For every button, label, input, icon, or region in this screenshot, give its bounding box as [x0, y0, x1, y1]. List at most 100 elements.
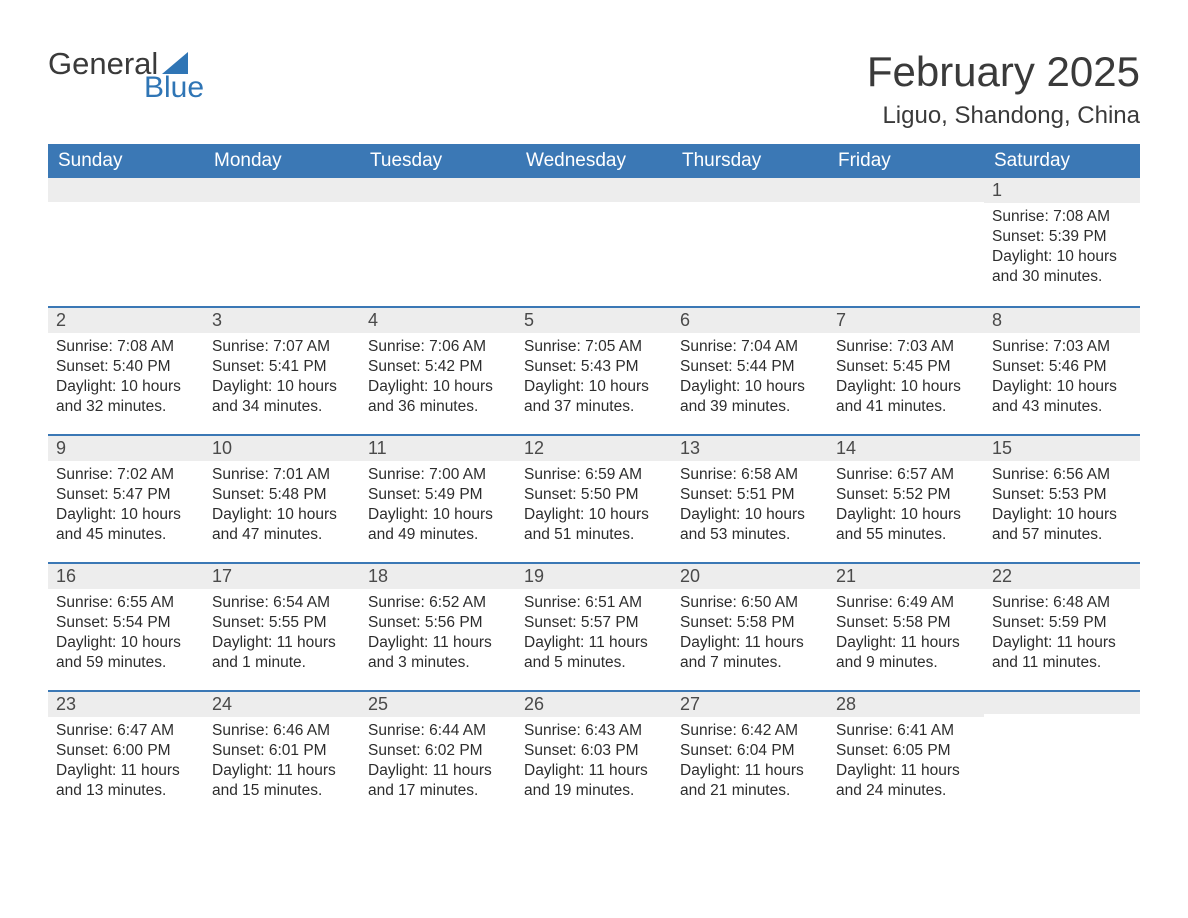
- day-details: Sunrise: 7:08 AMSunset: 5:39 PMDaylight:…: [984, 203, 1140, 296]
- sunrise-line: Sunrise: 7:08 AM: [56, 337, 196, 357]
- day-details: Sunrise: 7:07 AMSunset: 5:41 PMDaylight:…: [204, 333, 360, 426]
- day-details: Sunrise: 7:04 AMSunset: 5:44 PMDaylight:…: [672, 333, 828, 426]
- sunrise-line: Sunrise: 6:49 AM: [836, 593, 976, 613]
- weekday-header: Wednesday: [516, 144, 672, 178]
- sunrise-line: Sunrise: 6:59 AM: [524, 465, 664, 485]
- sunset-line: Sunset: 5:54 PM: [56, 613, 196, 633]
- calendar-cell: 24Sunrise: 6:46 AMSunset: 6:01 PMDayligh…: [204, 690, 360, 818]
- daylight-line: Daylight: 10 hours and 45 minutes.: [56, 505, 196, 545]
- day-number: 13: [672, 434, 828, 461]
- day-details: Sunrise: 6:43 AMSunset: 6:03 PMDaylight:…: [516, 717, 672, 810]
- day-details: Sunrise: 6:48 AMSunset: 5:59 PMDaylight:…: [984, 589, 1140, 682]
- sunset-line: Sunset: 5:57 PM: [524, 613, 664, 633]
- calendar-body: 1Sunrise: 7:08 AMSunset: 5:39 PMDaylight…: [48, 178, 1140, 818]
- day-details: Sunrise: 7:05 AMSunset: 5:43 PMDaylight:…: [516, 333, 672, 426]
- daylight-line: Daylight: 10 hours and 36 minutes.: [368, 377, 508, 417]
- sunset-line: Sunset: 5:50 PM: [524, 485, 664, 505]
- day-details: Sunrise: 6:57 AMSunset: 5:52 PMDaylight:…: [828, 461, 984, 554]
- calendar-cell: [828, 178, 984, 306]
- day-details: Sunrise: 7:01 AMSunset: 5:48 PMDaylight:…: [204, 461, 360, 554]
- day-details: Sunrise: 6:51 AMSunset: 5:57 PMDaylight:…: [516, 589, 672, 682]
- calendar-cell: 8Sunrise: 7:03 AMSunset: 5:46 PMDaylight…: [984, 306, 1140, 434]
- sunset-line: Sunset: 5:41 PM: [212, 357, 352, 377]
- daylight-line: Daylight: 10 hours and 53 minutes.: [680, 505, 820, 545]
- sunset-line: Sunset: 6:04 PM: [680, 741, 820, 761]
- daylight-line: Daylight: 11 hours and 21 minutes.: [680, 761, 820, 801]
- day-number: 1: [984, 178, 1140, 203]
- sunrise-line: Sunrise: 7:04 AM: [680, 337, 820, 357]
- sunrise-line: Sunrise: 6:42 AM: [680, 721, 820, 741]
- sunset-line: Sunset: 6:01 PM: [212, 741, 352, 761]
- sunrise-line: Sunrise: 6:47 AM: [56, 721, 196, 741]
- daylight-line: Daylight: 10 hours and 41 minutes.: [836, 377, 976, 417]
- calendar-row: 16Sunrise: 6:55 AMSunset: 5:54 PMDayligh…: [48, 562, 1140, 690]
- calendar-cell: 4Sunrise: 7:06 AMSunset: 5:42 PMDaylight…: [360, 306, 516, 434]
- daylight-line: Daylight: 11 hours and 15 minutes.: [212, 761, 352, 801]
- day-details: Sunrise: 6:44 AMSunset: 6:02 PMDaylight:…: [360, 717, 516, 810]
- sunset-line: Sunset: 5:39 PM: [992, 227, 1132, 247]
- daylight-line: Daylight: 11 hours and 11 minutes.: [992, 633, 1132, 673]
- sunrise-line: Sunrise: 6:55 AM: [56, 593, 196, 613]
- day-number: 2: [48, 306, 204, 333]
- calendar-cell: 13Sunrise: 6:58 AMSunset: 5:51 PMDayligh…: [672, 434, 828, 562]
- calendar-cell: [204, 178, 360, 306]
- sunset-line: Sunset: 5:43 PM: [524, 357, 664, 377]
- sunset-line: Sunset: 5:56 PM: [368, 613, 508, 633]
- daylight-line: Daylight: 10 hours and 30 minutes.: [992, 247, 1132, 287]
- calendar-cell: 23Sunrise: 6:47 AMSunset: 6:00 PMDayligh…: [48, 690, 204, 818]
- sunset-line: Sunset: 5:40 PM: [56, 357, 196, 377]
- day-details: Sunrise: 7:08 AMSunset: 5:40 PMDaylight:…: [48, 333, 204, 426]
- day-details: Sunrise: 6:49 AMSunset: 5:58 PMDaylight:…: [828, 589, 984, 682]
- calendar-cell: 14Sunrise: 6:57 AMSunset: 5:52 PMDayligh…: [828, 434, 984, 562]
- calendar-cell: [360, 178, 516, 306]
- empty-day-strip: [204, 178, 360, 202]
- daylight-line: Daylight: 11 hours and 1 minute.: [212, 633, 352, 673]
- daylight-line: Daylight: 10 hours and 57 minutes.: [992, 505, 1132, 545]
- calendar-cell: 1Sunrise: 7:08 AMSunset: 5:39 PMDaylight…: [984, 178, 1140, 306]
- sunrise-line: Sunrise: 7:08 AM: [992, 207, 1132, 227]
- calendar-cell: 25Sunrise: 6:44 AMSunset: 6:02 PMDayligh…: [360, 690, 516, 818]
- calendar-header-row: SundayMondayTuesdayWednesdayThursdayFrid…: [48, 144, 1140, 178]
- day-number: 4: [360, 306, 516, 333]
- calendar-cell: 22Sunrise: 6:48 AMSunset: 5:59 PMDayligh…: [984, 562, 1140, 690]
- sunrise-line: Sunrise: 7:00 AM: [368, 465, 508, 485]
- sunset-line: Sunset: 6:05 PM: [836, 741, 976, 761]
- day-number: 5: [516, 306, 672, 333]
- day-details: Sunrise: 6:52 AMSunset: 5:56 PMDaylight:…: [360, 589, 516, 682]
- day-number: 17: [204, 562, 360, 589]
- calendar-cell: 5Sunrise: 7:05 AMSunset: 5:43 PMDaylight…: [516, 306, 672, 434]
- day-details: Sunrise: 7:06 AMSunset: 5:42 PMDaylight:…: [360, 333, 516, 426]
- sunrise-line: Sunrise: 6:52 AM: [368, 593, 508, 613]
- logo-word-blue: Blue: [144, 73, 204, 103]
- calendar-row: 9Sunrise: 7:02 AMSunset: 5:47 PMDaylight…: [48, 434, 1140, 562]
- sunrise-line: Sunrise: 6:54 AM: [212, 593, 352, 613]
- empty-day-strip: [672, 178, 828, 202]
- day-details: Sunrise: 7:00 AMSunset: 5:49 PMDaylight:…: [360, 461, 516, 554]
- calendar-cell: 19Sunrise: 6:51 AMSunset: 5:57 PMDayligh…: [516, 562, 672, 690]
- calendar-cell: 11Sunrise: 7:00 AMSunset: 5:49 PMDayligh…: [360, 434, 516, 562]
- calendar-table: SundayMondayTuesdayWednesdayThursdayFrid…: [48, 144, 1140, 818]
- sunset-line: Sunset: 5:51 PM: [680, 485, 820, 505]
- sunset-line: Sunset: 6:02 PM: [368, 741, 508, 761]
- day-number: 3: [204, 306, 360, 333]
- sunrise-line: Sunrise: 6:50 AM: [680, 593, 820, 613]
- daylight-line: Daylight: 11 hours and 24 minutes.: [836, 761, 976, 801]
- day-number: 25: [360, 690, 516, 717]
- sunrise-line: Sunrise: 7:03 AM: [992, 337, 1132, 357]
- day-details: Sunrise: 6:42 AMSunset: 6:04 PMDaylight:…: [672, 717, 828, 810]
- day-number: 20: [672, 562, 828, 589]
- day-number: 18: [360, 562, 516, 589]
- calendar-cell: 26Sunrise: 6:43 AMSunset: 6:03 PMDayligh…: [516, 690, 672, 818]
- calendar-cell: 27Sunrise: 6:42 AMSunset: 6:04 PMDayligh…: [672, 690, 828, 818]
- calendar-cell: [516, 178, 672, 306]
- day-details: Sunrise: 7:03 AMSunset: 5:46 PMDaylight:…: [984, 333, 1140, 426]
- day-details: Sunrise: 6:54 AMSunset: 5:55 PMDaylight:…: [204, 589, 360, 682]
- calendar-cell: 16Sunrise: 6:55 AMSunset: 5:54 PMDayligh…: [48, 562, 204, 690]
- daylight-line: Daylight: 10 hours and 43 minutes.: [992, 377, 1132, 417]
- sunset-line: Sunset: 5:52 PM: [836, 485, 976, 505]
- calendar-cell: [672, 178, 828, 306]
- calendar-cell: 18Sunrise: 6:52 AMSunset: 5:56 PMDayligh…: [360, 562, 516, 690]
- day-number: 11: [360, 434, 516, 461]
- calendar-cell: 12Sunrise: 6:59 AMSunset: 5:50 PMDayligh…: [516, 434, 672, 562]
- empty-day-strip: [516, 178, 672, 202]
